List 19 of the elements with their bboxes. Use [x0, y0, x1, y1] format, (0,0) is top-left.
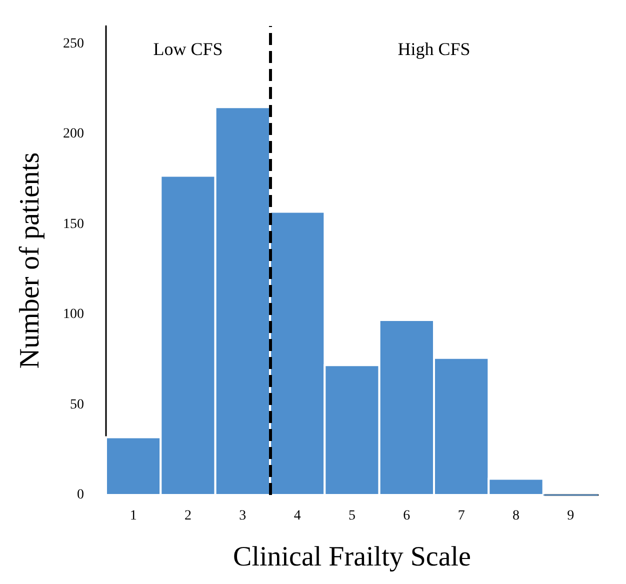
annotation: High CFS — [398, 39, 470, 59]
y-tick-label: 150 — [63, 216, 84, 232]
y-tick-label: 50 — [70, 397, 84, 412]
x-tick-label: 8 — [512, 508, 520, 524]
y-tick-label: 200 — [63, 126, 84, 142]
y-tick-label: 0 — [77, 488, 84, 502]
x-tick-label: 9 — [567, 508, 574, 524]
x-tick-label: 4 — [294, 508, 301, 524]
x-tick-label: 5 — [348, 508, 356, 524]
x-axis-title: Clinical Frailty Scale — [233, 542, 471, 572]
x-tick-label: 2 — [184, 508, 192, 524]
x-tick-label: 6 — [403, 508, 410, 524]
y-axis-title: Number of patients — [14, 152, 46, 369]
x-tick-label: 3 — [239, 508, 246, 524]
annotation: Low CFS — [153, 39, 223, 59]
y-tick-label: 250 — [63, 36, 84, 52]
x-tick-label: 7 — [458, 508, 465, 524]
x-tick-label: 1 — [130, 508, 137, 524]
y-tick-label: 100 — [63, 307, 84, 322]
